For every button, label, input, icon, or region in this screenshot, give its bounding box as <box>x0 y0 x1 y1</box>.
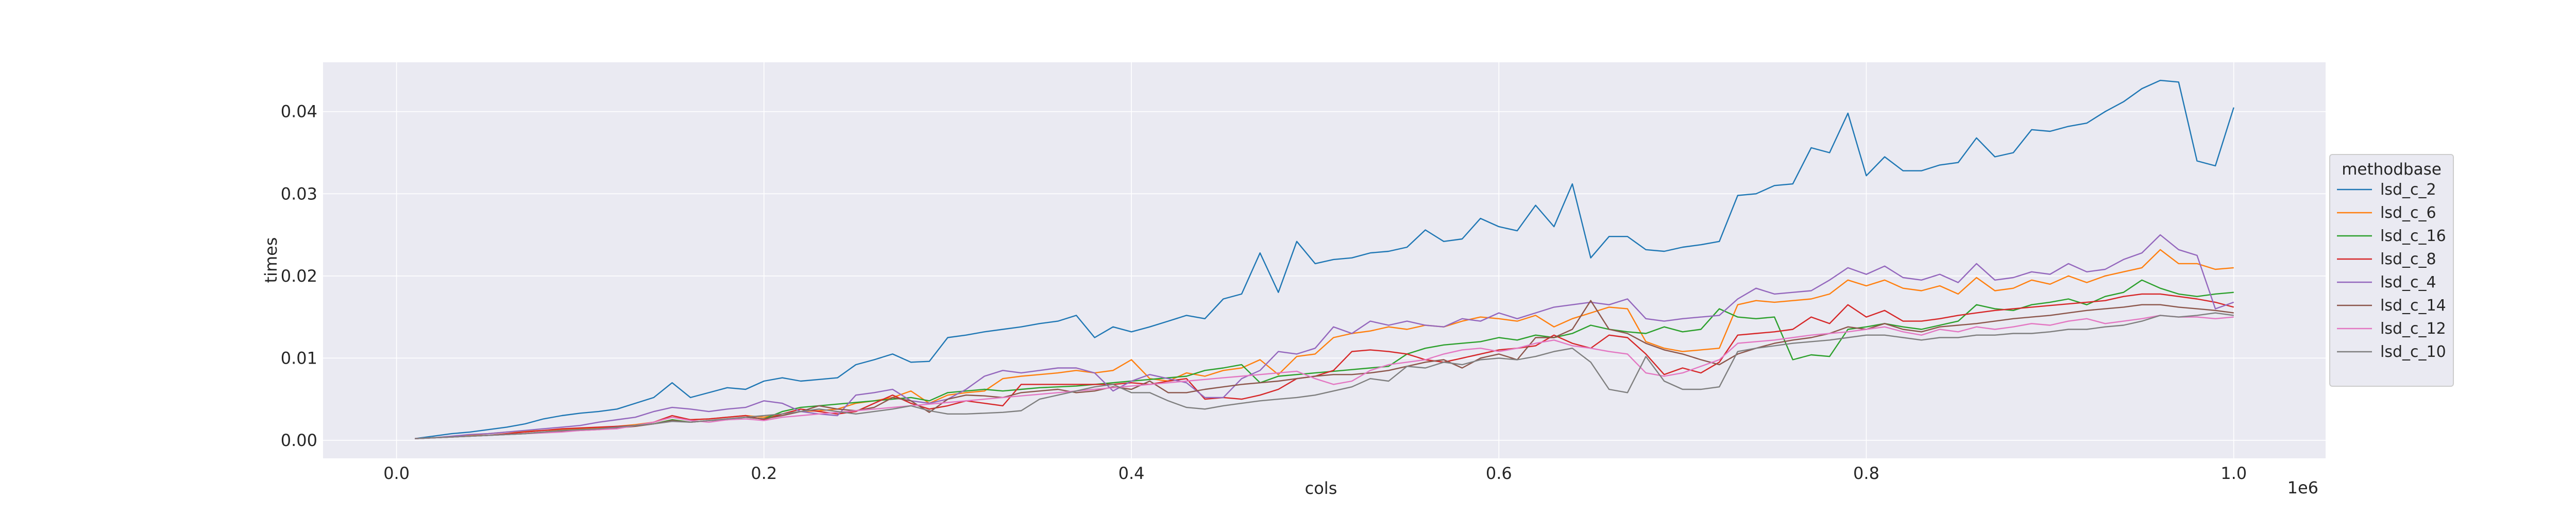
legend-item-label: lsd_c_16 <box>2380 227 2446 245</box>
x-tick-label: 0.4 <box>1118 464 1145 483</box>
legend: methodbase lsd_c_2 lsd_c_6 lsd_c_16 lsd_c_8l… <box>2329 154 2454 387</box>
series-line-lsd-c-2 <box>415 79 2234 439</box>
series-line-lsd-c-4 <box>415 234 2234 439</box>
legend-item-label: lsd_c_10 <box>2380 343 2446 361</box>
legend-title: methodbase <box>2342 160 2442 179</box>
grid-lines <box>323 62 2326 458</box>
y-tick-label: 0.00 <box>281 431 317 450</box>
y-tick-label: 0.04 <box>281 102 317 122</box>
series-lines <box>415 79 2234 439</box>
legend-item-label: lsd_c_4 <box>2380 273 2436 291</box>
plot-area <box>323 62 2326 458</box>
legend-item-label: lsd_c_14 <box>2380 297 2446 315</box>
x-axis-offset-label: 1e6 <box>2287 478 2318 497</box>
series-line-lsd-c-12 <box>415 315 2234 439</box>
series-line-lsd-c-8 <box>415 293 2234 439</box>
tick-labels: 0.0 0.2 0.4 0.6 0.8 1.0 0.00 0.01 0.02 0.03 0.04 <box>281 102 2247 483</box>
y-tick-label: 0.03 <box>281 184 317 203</box>
x-tick-label: 0.6 <box>1486 464 1512 483</box>
legend-item-label: lsd_c_2 <box>2380 181 2436 199</box>
x-tick-label: 1.0 <box>2221 464 2247 483</box>
x-tick-label: 0.0 <box>383 464 410 483</box>
x-axis-label: cols <box>1305 478 1337 498</box>
y-axis-label: times <box>261 237 281 283</box>
x-tick-label: 0.2 <box>751 464 777 483</box>
legend-item-label: lsd_c_8 <box>2380 250 2436 268</box>
y-tick-label: 0.02 <box>281 266 317 286</box>
legend-item-label: lsd_c_12 <box>2380 320 2446 338</box>
series-line-lsd-c-10 <box>415 312 2234 439</box>
x-tick-label: 0.8 <box>1853 464 1879 483</box>
y-tick-label: 0.01 <box>281 348 317 368</box>
legend-item-label: lsd_c_6 <box>2380 204 2436 222</box>
